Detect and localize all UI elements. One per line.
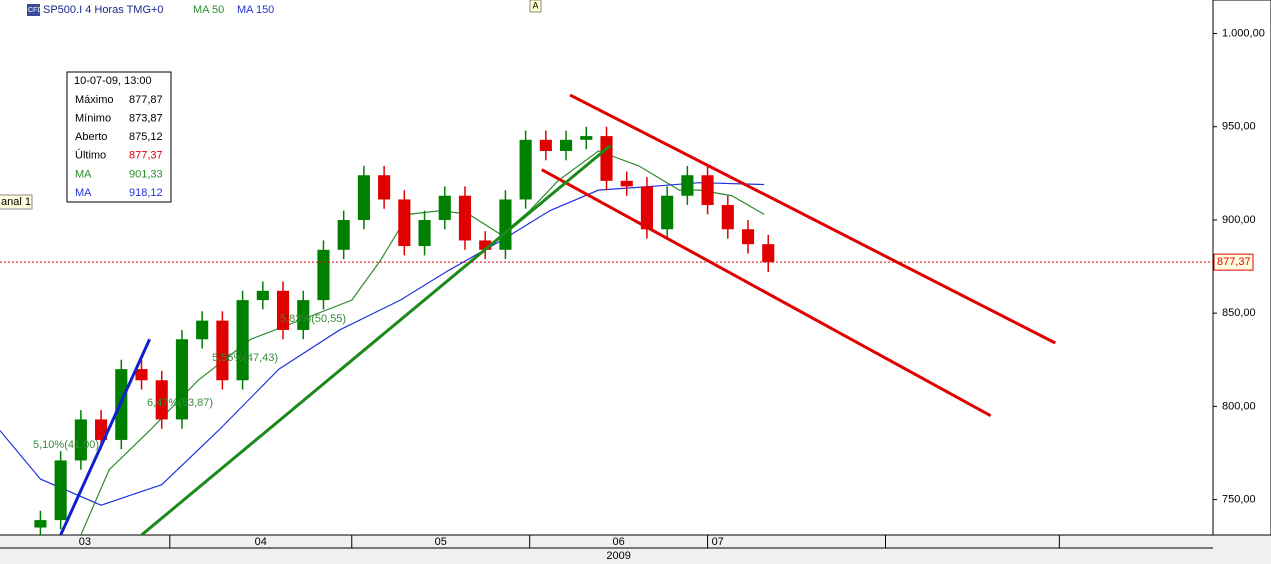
candle-body (479, 240, 492, 250)
year-band (0, 548, 1271, 564)
candle-body (640, 186, 653, 230)
plot (0, 93, 1056, 535)
logo-box (27, 4, 40, 16)
legend-entry[interactable]: MA 150 (237, 4, 274, 16)
last-price-label: 877,37 (1217, 256, 1251, 268)
trendline (59, 338, 151, 535)
x-tick-label: 06 (613, 536, 625, 548)
candle-body (74, 419, 87, 461)
info-value: 877,87 (129, 94, 163, 106)
candle-body (317, 249, 330, 301)
candle-body (175, 339, 189, 420)
annotation: 5,83%(50,55) (280, 313, 346, 325)
candle-body (54, 460, 67, 521)
info-label: Aberto (75, 131, 107, 143)
candle-body (438, 195, 451, 220)
x-tick-label: 04 (255, 536, 267, 548)
annotation: 5,10%(41,00) (33, 439, 99, 451)
y-tick-label: 1.000,00 (1222, 27, 1265, 39)
y-tick-label: 750,00 (1222, 493, 1256, 505)
candle-body (378, 175, 391, 200)
candle-body (337, 219, 350, 250)
channel-label: anal 1 (1, 196, 31, 208)
candle-body (155, 380, 168, 420)
annotation: 6,47%(53,87) (147, 397, 213, 409)
candle-body (499, 199, 512, 250)
moving-average (0, 182, 765, 506)
candle-body (620, 180, 633, 187)
last-price-box (1213, 253, 1254, 271)
candle-body (196, 320, 209, 340)
candle-body (135, 369, 148, 381)
y-tick-label: 800,00 (1222, 400, 1256, 412)
info-label: MA (75, 187, 92, 199)
candle-body (458, 195, 472, 241)
plot-area (0, 0, 1213, 535)
candle-body (357, 175, 370, 220)
x-tick-label: 05 (435, 536, 447, 548)
candle-body (741, 229, 755, 245)
channel-label-box (0, 194, 33, 210)
x-tick-label: 07 (712, 536, 724, 548)
legend-entry[interactable]: MA 50 (193, 4, 224, 16)
candle-body (236, 300, 249, 381)
info-box-frame (66, 71, 172, 203)
x-axis-band (0, 535, 1271, 548)
candle-body (580, 136, 593, 140)
candle-body (418, 219, 431, 247)
candle-body (681, 175, 694, 196)
info-label: MA (75, 168, 92, 180)
candle-body (560, 139, 573, 151)
candle-body (398, 199, 411, 247)
x-group-label: 2009 (606, 550, 630, 562)
candle-body (661, 195, 674, 230)
candle-body (276, 290, 290, 330)
info-value: 875,12 (129, 131, 163, 143)
info-label: Último (75, 149, 106, 162)
candle-body (539, 139, 552, 151)
trendline (140, 144, 612, 535)
moving-average (80, 150, 765, 535)
info-value: 873,87 (129, 113, 163, 125)
y-tick-label: 850,00 (1222, 307, 1256, 319)
candle-body (95, 419, 108, 440)
chart-title[interactable]: SP500.I 4 Horas TMG+0 (43, 4, 164, 16)
marker-box (529, 0, 542, 13)
logo: CFD (28, 7, 42, 14)
info-box: 10-07-09, 13:00 Máximo 877,87 Mínimo 873,87… (66, 71, 172, 203)
candle-body (721, 205, 734, 230)
trendline (569, 93, 1056, 345)
candle-body (34, 520, 47, 528)
info-label: Mínimo (75, 113, 111, 125)
y-tick-label: 950,00 (1222, 121, 1256, 133)
marker: A (532, 0, 538, 10)
info-label: Máximo (75, 94, 114, 106)
candle-body (216, 320, 229, 381)
info-value: 918,12 (129, 187, 163, 199)
info-box-title: 10-07-09, 13:00 (74, 75, 152, 87)
annotation: 5,56%(47,43) (212, 352, 278, 364)
candle-body (519, 139, 532, 200)
candle-body (600, 136, 613, 181)
info-value: 877,37 (129, 150, 163, 162)
info-value: 901,33 (129, 168, 163, 180)
trendline (541, 168, 992, 418)
candle-body (762, 244, 775, 263)
y-tick-label: 900,00 (1222, 214, 1256, 226)
candle-body (256, 290, 269, 301)
x-tick-label: 03 (79, 536, 91, 548)
candle-body (297, 300, 310, 330)
candle-body (701, 175, 714, 206)
